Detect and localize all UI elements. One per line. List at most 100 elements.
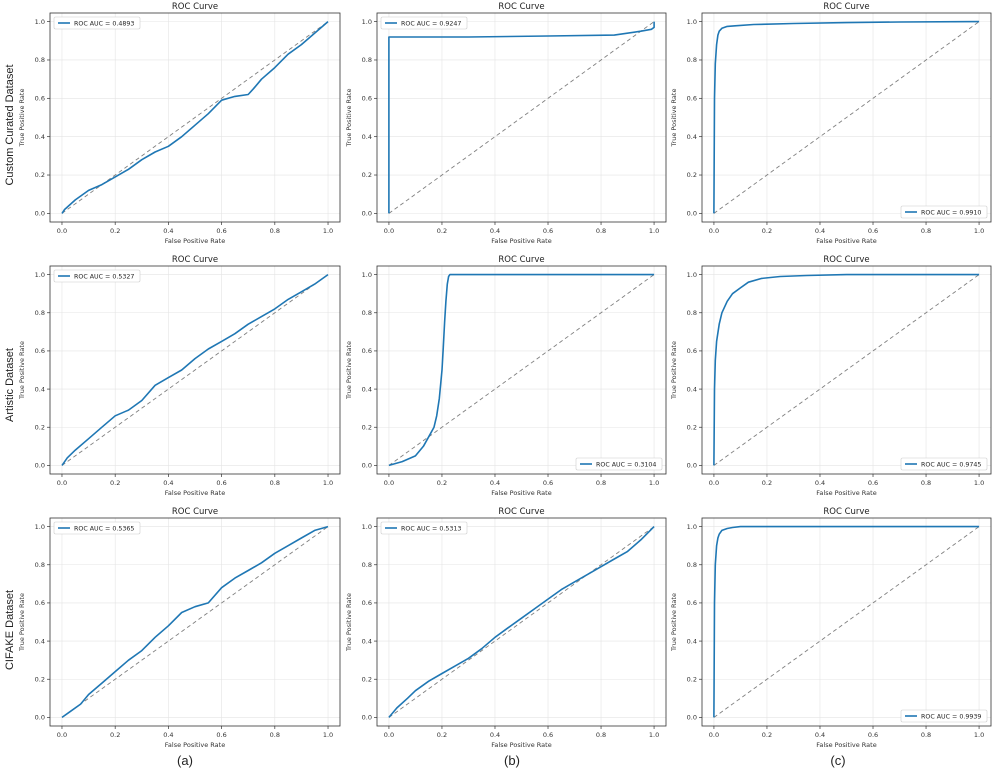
- chance-diagonal: [713, 526, 980, 718]
- plot-frame: [701, 12, 992, 223]
- chance-diagonal: [388, 274, 655, 466]
- plot-frame: [49, 265, 341, 475]
- roc-curve-line: [388, 273, 655, 467]
- chart-title: ROC Curve: [172, 2, 218, 12]
- x-tick-label: 1.0: [649, 731, 659, 739]
- x-tick-label: 1.0: [974, 731, 984, 739]
- x-axis-label: False Positive Rate: [165, 489, 225, 497]
- y-axis-label: True Positive Rate: [18, 89, 26, 148]
- x-tick-label: 0.4: [490, 731, 500, 739]
- roc-panel-7: ROC Curve 0.0 0.2 0.4 0.6 0.8 1.0 0.0 0.2 0.4 0.6 0…: [345, 507, 667, 749]
- x-axis-label: False Positive Rate: [491, 489, 551, 497]
- chart-title: ROC Curve: [498, 507, 544, 517]
- x-tick-label: 1.0: [649, 227, 659, 235]
- roc-curve-line: [61, 20, 329, 214]
- roc-panel-4: ROC Curve 0.0 0.2 0.4 0.6 0.8 1.0 0.0 0.2 0.4 0.6 0…: [345, 255, 667, 497]
- x-tick-label: 0.6: [868, 731, 878, 739]
- chance-diagonal: [61, 526, 329, 718]
- plot-frame: [376, 517, 667, 727]
- x-tick-label: 1.0: [974, 227, 984, 235]
- legend-label: ROC AUC = 0.5313: [401, 525, 461, 532]
- row-label-custom-curated: Custom Curated Dataset: [4, 64, 16, 186]
- legend-label: ROC AUC = 0.3104: [596, 461, 656, 468]
- x-tick-label: 0.8: [921, 227, 931, 235]
- y-tick-label: 0.2: [687, 675, 697, 683]
- y-tick-label: 1.0: [362, 523, 372, 531]
- y-tick-label: 0.0: [35, 210, 45, 218]
- y-tick-label: 1.0: [687, 18, 697, 26]
- x-axis-label: False Positive Rate: [816, 237, 876, 245]
- roc-panel-2: ROC Curve 0.0 0.2 0.4 0.6 0.8 1.0 0.0 0.2 0.4 0.6 0…: [670, 2, 992, 245]
- x-tick-label: 0.2: [762, 731, 772, 739]
- y-tick-label: 0.4: [362, 385, 372, 393]
- x-tick-label: 0.0: [384, 227, 394, 235]
- chart-title: ROC Curve: [823, 507, 869, 517]
- column-label-c: (c): [830, 753, 846, 768]
- x-axis-label: False Positive Rate: [816, 489, 876, 497]
- y-tick-label: 1.0: [687, 523, 697, 531]
- x-tick-label: 1.0: [649, 479, 659, 487]
- x-tick-label: 0.8: [270, 731, 280, 739]
- x-tick-label: 0.0: [384, 731, 394, 739]
- y-tick-label: 0.8: [35, 56, 45, 64]
- x-tick-label: 0.2: [110, 731, 120, 739]
- chart-title: ROC Curve: [823, 2, 869, 12]
- y-axis-label: True Positive Rate: [18, 593, 26, 652]
- y-tick-label: 0.0: [35, 462, 45, 470]
- x-tick-label: 0.6: [543, 479, 553, 487]
- roc-curve-line: [61, 273, 329, 466]
- x-tick-label: 0.2: [437, 479, 447, 487]
- y-tick-label: 0.0: [35, 714, 45, 722]
- x-tick-label: 0.4: [815, 731, 825, 739]
- row-label-cifake: CIFAKE Dataset: [4, 589, 16, 671]
- x-tick-label: 0.0: [384, 479, 394, 487]
- x-tick-label: 0.0: [709, 479, 719, 487]
- chance-diagonal: [388, 526, 655, 718]
- legend-box: [900, 205, 988, 219]
- y-axis-label: True Positive Rate: [345, 89, 353, 148]
- x-tick-label: 0.4: [163, 227, 173, 235]
- x-axis-label: False Positive Rate: [491, 237, 551, 245]
- y-tick-label: 0.2: [687, 171, 697, 179]
- roc-panel-6: ROC Curve 0.0 0.2 0.4 0.6 0.8 1.0 0.0 0.2 0.4 0.6 0…: [18, 507, 341, 749]
- column-label-b: (b): [504, 753, 520, 768]
- column-label-a: (a): [177, 753, 193, 768]
- legend-label: ROC AUC = 0.9910: [921, 209, 981, 216]
- roc-panel-1: ROC Curve 0.0 0.2 0.4 0.6 0.8 1.0 0.0 0.2 0.4 0.6 0…: [345, 2, 667, 245]
- roc-curve-line: [713, 273, 980, 466]
- x-tick-label: 0.6: [216, 731, 226, 739]
- roc-panel-3: ROC Curve 0.0 0.2 0.4 0.6 0.8 1.0 0.0 0.2 0.4 0.6 0…: [18, 255, 341, 497]
- plot-frame: [376, 265, 667, 475]
- y-tick-label: 0.0: [362, 714, 372, 722]
- y-tick-label: 0.2: [35, 423, 45, 431]
- legend-box: [53, 521, 141, 535]
- y-axis-label: True Positive Rate: [18, 341, 26, 400]
- x-tick-label: 1.0: [974, 479, 984, 487]
- roc-curve-line: [713, 525, 980, 718]
- x-tick-label: 0.8: [596, 479, 606, 487]
- y-tick-label: 1.0: [35, 271, 45, 279]
- x-tick-label: 1.0: [323, 731, 333, 739]
- legend-box: [575, 457, 663, 471]
- y-axis-label: True Positive Rate: [345, 341, 353, 400]
- x-tick-label: 0.4: [815, 227, 825, 235]
- x-tick-label: 0.2: [762, 479, 772, 487]
- x-tick-label: 0.4: [490, 479, 500, 487]
- x-tick-label: 0.4: [490, 227, 500, 235]
- chance-diagonal: [61, 21, 329, 214]
- x-tick-label: 0.6: [868, 479, 878, 487]
- y-tick-label: 0.8: [362, 56, 372, 64]
- legend-box: [53, 16, 141, 30]
- y-tick-label: 0.6: [687, 599, 697, 607]
- chart-title: ROC Curve: [172, 507, 218, 517]
- y-tick-label: 0.0: [687, 210, 697, 218]
- x-tick-label: 0.4: [815, 479, 825, 487]
- y-tick-label: 0.2: [35, 171, 45, 179]
- chance-diagonal: [713, 21, 980, 214]
- y-tick-label: 0.6: [687, 95, 697, 103]
- y-axis-label: True Positive Rate: [670, 341, 678, 400]
- y-tick-label: 0.8: [687, 56, 697, 64]
- y-tick-label: 0.6: [35, 599, 45, 607]
- plot-frame: [701, 265, 992, 475]
